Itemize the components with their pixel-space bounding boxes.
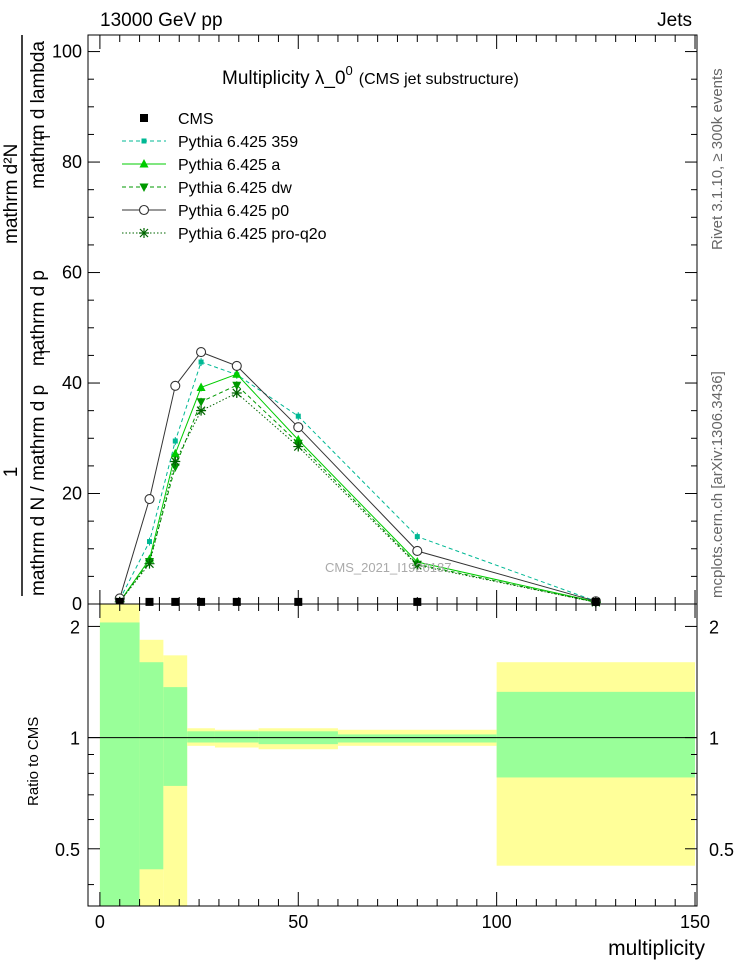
- y-tick-label: 40: [62, 373, 82, 393]
- legend-entry-pdw: Pythia 6.425 dw: [122, 180, 292, 197]
- chart-title-sup: 0: [346, 63, 353, 78]
- y-tick-label: 0: [72, 594, 82, 614]
- series-point-p359: [172, 438, 178, 444]
- series-point-pa: [170, 448, 180, 458]
- ylabel-bottom-sub: T: [37, 347, 53, 356]
- series-point-pq2o: [196, 405, 207, 416]
- series-point-pp0: [144, 493, 155, 505]
- x-tick-label: 0: [95, 912, 105, 932]
- ratio-ylabel: Ratio to CMS: [25, 717, 42, 806]
- legend-entry-data: CMS: [140, 111, 214, 128]
- legend-label: Pythia 6.425 pro-q2o: [178, 226, 327, 243]
- legend-label: Pythia 6.425 dw: [178, 180, 292, 197]
- series-line-pp0: [119, 351, 596, 602]
- header-left-label: 13000 GeV pp: [100, 10, 223, 31]
- series-point-pp0: [293, 422, 304, 433]
- ylabel-top-bottom: mathrm d lambda: [28, 41, 49, 189]
- ratio-y-tick-label-right: 0.5: [709, 840, 734, 860]
- ylabel-bottom: mathrm d N / mathrm d p: [28, 385, 49, 596]
- series-line-p359: [119, 361, 596, 602]
- series-point-pdw: [232, 381, 242, 391]
- y-tick-label: 100: [52, 42, 82, 62]
- series-point-p359: [146, 539, 152, 545]
- legend-marker: [139, 159, 149, 168]
- data-point: [232, 597, 241, 606]
- series-point-pp0: [231, 360, 242, 371]
- site-side-label: mcplots.cern.ch [arXiv:1306.3436]: [709, 371, 726, 598]
- legend: CMS Pythia 6.425 359 Pythia 6.425 a Pythia …: [122, 111, 327, 243]
- series-line-pa: [119, 373, 596, 603]
- events-side-label: Rivet 3.1.10, ≥ 300k events: [709, 68, 726, 250]
- y-tick-label: 60: [62, 263, 82, 283]
- legend-marker: [138, 204, 150, 216]
- ratio-band-inner: [187, 731, 215, 743]
- series-point-pq2o: [231, 387, 242, 398]
- x-tick-label: 50: [288, 912, 308, 932]
- watermark: CMS_2021_I1920187: [325, 560, 452, 575]
- xaxis-label: multiplicity: [608, 937, 705, 960]
- ratio-y-tick-label: 1: [70, 729, 80, 749]
- ylabel-dpt-text: mathrm d p: [28, 270, 49, 366]
- ratio-axes: 0.5 0.5 1 1 2 2 0 50 100 150: [55, 603, 734, 932]
- legend-label: Pythia 6.425 a: [178, 157, 280, 174]
- ratio-band-inner: [139, 662, 164, 870]
- legend-marker: [139, 183, 149, 192]
- series-point-pq2o: [170, 456, 181, 467]
- legend-entry-pa: Pythia 6.425 a: [122, 157, 280, 174]
- data-point: [171, 597, 180, 606]
- series-point-pdw: [196, 398, 206, 407]
- series-point-pp0: [196, 347, 207, 358]
- ratio-band-inner: [163, 687, 188, 786]
- legend-marker: [141, 138, 147, 144]
- legend-entry-p359: Pythia 6.425 359: [122, 134, 298, 151]
- legend-label: Pythia 6.425 359: [178, 134, 298, 151]
- legend-entry-pp0: Pythia 6.425 p0: [122, 203, 289, 220]
- legend-entry-pq2o: Pythia 6.425 pro-q2o: [122, 226, 327, 243]
- ratio-y-tick-label-right: 2: [709, 617, 719, 637]
- ylabel-bottom-tail: mathrm d lambda: [28, 41, 49, 189]
- series-point-pq2o: [412, 560, 423, 571]
- series-point-pa: [232, 369, 242, 378]
- series-point-p359: [414, 534, 420, 540]
- ratio-y-tick-label: 2: [70, 617, 80, 637]
- chart-title-sub: (CMS jet substructure): [359, 71, 519, 88]
- main-axes: 0 20 40 60 80 100: [52, 34, 698, 614]
- x-tick-label: 150: [680, 912, 710, 932]
- legend-marker: [140, 114, 148, 122]
- ylabel-dpt-sub: T: [37, 132, 53, 141]
- legend-label: CMS: [178, 111, 214, 128]
- ratio-band-inner: [337, 734, 497, 743]
- data-point: [145, 597, 154, 606]
- y-tick-label: 20: [62, 484, 82, 504]
- series-point-pdw: [170, 463, 180, 472]
- series-point-p359: [198, 359, 204, 365]
- chart-title-main: Multiplicity λ_0: [222, 68, 346, 89]
- header-right-label: Jets: [657, 10, 692, 31]
- main-ylabel: 1 mathrm d²N mathrm d lambda mathrm d p …: [1, 35, 53, 596]
- ratio-y-tick-label: 0.5: [55, 840, 80, 860]
- chart-title: Multiplicity λ_00 (CMS jet substructure): [222, 63, 519, 89]
- series-point-p359: [295, 413, 301, 419]
- ratio-panel: [99, 604, 696, 906]
- y-tick-label: 80: [62, 152, 82, 172]
- legend-marker: [139, 228, 149, 238]
- ylabel-one: 1: [1, 467, 22, 478]
- ylabel-dpt: mathrm d p: [28, 270, 49, 366]
- ratio-y-tick-label-right: 1: [709, 729, 719, 749]
- ratio-band-inner: [214, 731, 259, 743]
- series-point-pp0: [170, 380, 181, 391]
- ratio-band-inner: [99, 622, 140, 906]
- data-point: [197, 597, 206, 606]
- series-point-pq2o: [293, 441, 304, 452]
- series-point-pq2o: [144, 558, 155, 569]
- legend-label: Pythia 6.425 p0: [178, 203, 289, 220]
- series-point-pp0: [412, 545, 423, 557]
- x-tick-label: 100: [482, 912, 512, 932]
- series-point-pa: [196, 382, 206, 391]
- ratio-band-inner: [496, 691, 696, 778]
- ylabel-top: mathrm d²N: [1, 144, 22, 244]
